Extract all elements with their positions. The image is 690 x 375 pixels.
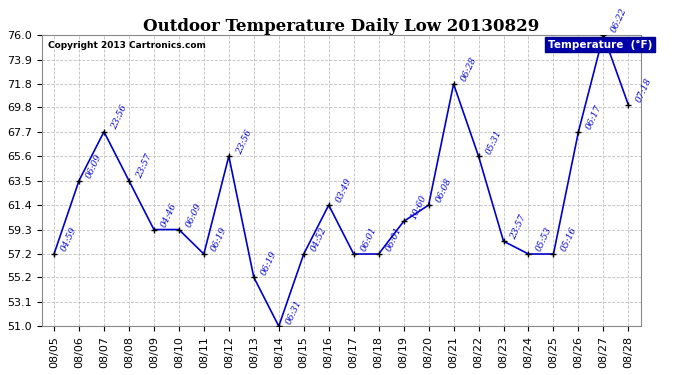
Text: Copyright 2013 Cartronics.com: Copyright 2013 Cartronics.com (48, 41, 206, 50)
Text: 05:53: 05:53 (534, 226, 553, 253)
Text: 06:09: 06:09 (184, 201, 204, 229)
Text: 04:52: 04:52 (309, 226, 328, 253)
Text: 06:22: 06:22 (609, 7, 628, 34)
Text: 07:18: 07:18 (634, 77, 653, 104)
Text: 06:31: 06:31 (284, 298, 304, 326)
Text: 06:01: 06:01 (384, 226, 404, 253)
Text: Temperature  (°F): Temperature (°F) (548, 39, 652, 50)
Text: 06:08: 06:08 (434, 177, 453, 204)
Text: 10:60: 10:60 (409, 193, 428, 220)
Text: 04:46: 04:46 (159, 201, 179, 229)
Text: 06:19: 06:19 (209, 226, 228, 253)
Text: 05:16: 05:16 (559, 226, 578, 253)
Text: 03:49: 03:49 (334, 177, 353, 204)
Text: 06:01: 06:01 (359, 226, 378, 253)
Text: 05:31: 05:31 (484, 128, 503, 155)
Text: 23:57: 23:57 (509, 213, 529, 240)
Text: 06:09: 06:09 (85, 153, 104, 180)
Title: Outdoor Temperature Daily Low 20130829: Outdoor Temperature Daily Low 20130829 (143, 18, 540, 35)
Text: 06:28: 06:28 (459, 56, 478, 83)
Text: 23:56: 23:56 (110, 104, 128, 131)
Text: 23:56: 23:56 (235, 128, 253, 155)
Text: 23:57: 23:57 (135, 153, 154, 180)
Text: 06:17: 06:17 (584, 104, 603, 131)
Text: 06:19: 06:19 (259, 249, 279, 276)
Text: 04:59: 04:59 (59, 226, 79, 253)
